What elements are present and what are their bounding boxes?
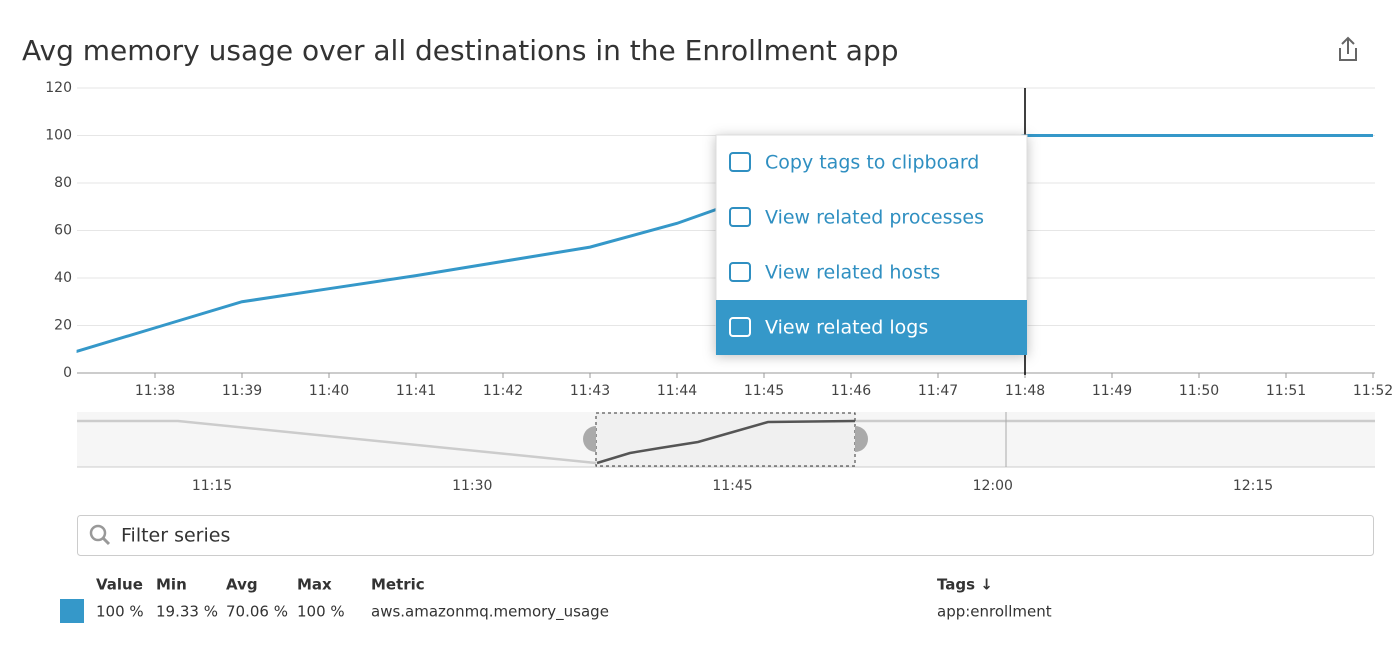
table-cell: 19.33 % — [156, 603, 218, 621]
x-tick-label: 11:47 — [918, 383, 958, 399]
table-header: Value — [96, 576, 143, 594]
context-menu: Copy tags to clipboard View related proce… — [715, 134, 1028, 355]
table-cell: 100 % — [297, 603, 345, 621]
menu-icon — [729, 207, 751, 227]
y-tick-label: 40 — [54, 270, 72, 286]
x-tick-label: 11:49 — [1092, 383, 1132, 399]
x-tick-label: 11:44 — [657, 383, 697, 399]
navigator-handle[interactable] — [855, 426, 868, 452]
x-tick-label: 11:41 — [396, 383, 436, 399]
x-tick-label: 11:50 — [1179, 383, 1219, 399]
navigator-tick-label: 11:45 — [712, 478, 752, 494]
x-tick-label: 11:52 — [1353, 383, 1393, 399]
chart-title: Avg memory usage over all destinations i… — [22, 34, 899, 67]
menu-item[interactable]: Copy tags to clipboard — [765, 152, 979, 174]
menu-icon — [729, 317, 751, 337]
series-swatch — [60, 599, 84, 623]
navigator-line — [596, 419, 856, 465]
navigator[interactable]: 11:15 11:30 11:45 12:00 12:15 — [77, 412, 1375, 494]
x-tick-label: 11:43 — [570, 383, 610, 399]
table-header: Metric — [371, 576, 425, 594]
x-tick-label: 11:46 — [831, 383, 871, 399]
x-tick-label: 11:42 — [483, 383, 523, 399]
search-icon — [101, 536, 111, 546]
share-icon[interactable] — [1339, 36, 1357, 61]
y-tick-label: 0 — [63, 365, 72, 381]
y-tick-label: 120 — [45, 80, 72, 96]
x-tick-label: 11:45 — [744, 383, 784, 399]
x-tick-label: 11:48 — [1005, 383, 1045, 399]
search-icon — [89, 524, 107, 542]
x-tick-label: 11:51 — [1266, 383, 1306, 399]
menu-item[interactable]: View related hosts — [765, 262, 940, 284]
filter-placeholder: Filter series — [121, 525, 230, 547]
table-cell: app:enrollment — [937, 603, 1052, 621]
table-cell: aws.amazonmq.memory_usage — [371, 603, 609, 622]
table-header: Tags ↓ — [937, 576, 993, 594]
navigator-tick-label: 11:15 — [192, 478, 232, 494]
y-tick-label: 100 — [45, 128, 72, 144]
navigator-handle[interactable] — [583, 426, 596, 452]
table-header: Avg — [226, 576, 258, 594]
menu-item-highlight[interactable] — [716, 300, 1027, 355]
table-header: Max — [297, 576, 332, 594]
table-header: Min — [156, 576, 187, 594]
menu-item[interactable]: View related logs — [765, 317, 928, 339]
legend-table: Value Min Avg Max Metric Tags ↓ 100 % 19.33 % 70… — [96, 576, 1052, 622]
table-cell: 70.06 % — [226, 603, 288, 621]
navigator-line — [77, 419, 597, 465]
y-tick-label: 80 — [54, 175, 72, 191]
navigator-tick-label: 12:15 — [1233, 478, 1273, 494]
navigator-tick-label: 11:30 — [452, 478, 492, 494]
x-tick-label: 11:39 — [222, 383, 262, 399]
menu-icon — [729, 152, 751, 172]
menu-item[interactable]: View related processes — [765, 207, 984, 229]
menu-icon — [729, 262, 751, 282]
table-cell: 100 % — [96, 603, 144, 621]
filter-input[interactable]: Filter series — [77, 515, 1374, 556]
y-tick-label: 20 — [54, 318, 72, 334]
x-tick-label: 11:38 — [135, 383, 175, 399]
navigator-tick-label: 12:00 — [973, 478, 1013, 494]
x-tick-label: 11:40 — [309, 383, 349, 399]
y-tick-label: 60 — [54, 223, 72, 239]
